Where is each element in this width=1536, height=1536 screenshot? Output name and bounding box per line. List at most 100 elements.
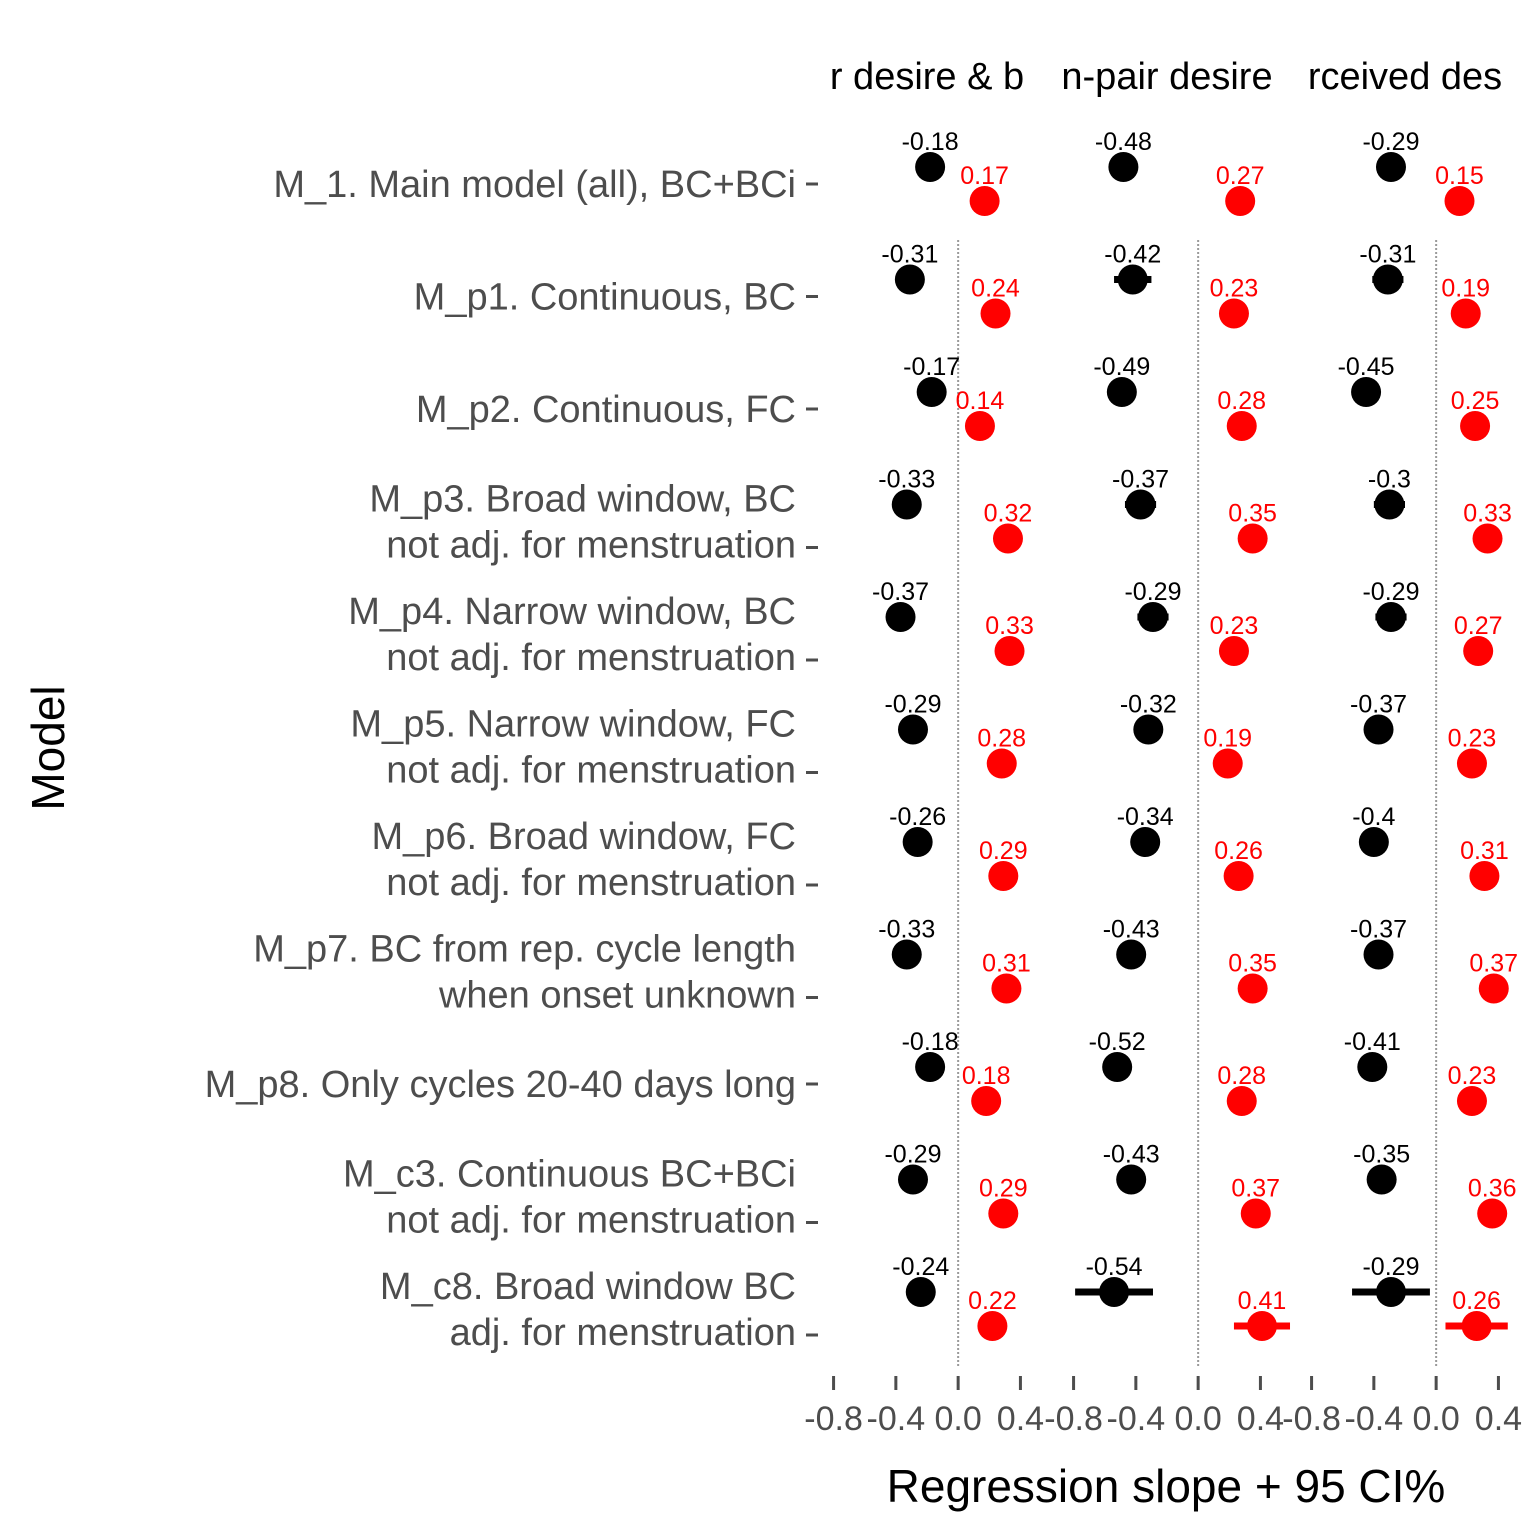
data-point <box>905 1277 936 1307</box>
x-tick-label: 0.0 <box>935 1400 982 1438</box>
data-point <box>1375 602 1406 632</box>
data-point <box>915 1052 946 1082</box>
data-label: -0.42 <box>1104 241 1161 269</box>
data-point <box>1223 861 1254 891</box>
x-tick-label: 0.0 <box>1413 1400 1460 1438</box>
data-label: -0.52 <box>1089 1028 1146 1056</box>
data-point <box>1375 1277 1406 1307</box>
data-label: -0.33 <box>878 916 935 944</box>
model-label: M_p4. Narrow window, BC <box>348 591 796 633</box>
data-point <box>1463 636 1494 666</box>
data-label: 0.33 <box>985 612 1034 640</box>
panel-title-3: rceived des <box>1308 56 1502 98</box>
data-point <box>1358 827 1389 857</box>
data-label: -0.43 <box>1103 1141 1160 1169</box>
data-label: 0.27 <box>1454 612 1503 640</box>
data-point <box>1240 1198 1271 1229</box>
data-point <box>969 186 1000 216</box>
data-point <box>1444 186 1475 216</box>
data-point <box>1375 152 1406 182</box>
data-label: -0.3 <box>1368 466 1411 494</box>
data-label: 0.14 <box>956 387 1005 415</box>
data-point <box>1477 1198 1508 1229</box>
panel-3: -0.29 -0.31 -0.45 -0.3 -0.29 -0.37 -0.4 -0.37 -0… <box>1338 128 1518 1366</box>
data-point <box>1102 1052 1133 1082</box>
data-label: 0.23 <box>1210 612 1259 640</box>
data-point <box>1357 1052 1388 1082</box>
model-label: adj. for menstruation <box>450 1312 796 1354</box>
x-tick-label: -0.4 <box>1107 1400 1166 1438</box>
data-point <box>894 264 925 295</box>
data-point <box>1226 411 1257 441</box>
data-label: 0.17 <box>960 162 1009 190</box>
data-point <box>988 861 1019 891</box>
data-label: 0.15 <box>1435 162 1484 190</box>
x-tick-label: -0.8 <box>1044 1400 1103 1438</box>
data-label: -0.31 <box>881 241 938 269</box>
data-label: -0.33 <box>878 466 935 494</box>
data-point <box>1130 827 1161 857</box>
data-point <box>1460 411 1491 441</box>
data-point <box>1116 1164 1147 1195</box>
data-point <box>891 939 922 970</box>
data-point <box>992 523 1023 554</box>
data-point <box>991 973 1022 1004</box>
data-label: -0.35 <box>1353 1141 1410 1169</box>
data-point <box>1225 186 1256 216</box>
data-label: -0.37 <box>872 578 929 606</box>
model-labels: M_1. Main model (all), BC+BCi M_p1. Conti… <box>205 164 818 1354</box>
data-label: 0.37 <box>1469 950 1518 978</box>
x-axis: -0.8 -0.4 0.0 0.4 -0.8 -0.4 0.0 0.4-0.8 -0.4 0.0 0… <box>804 1376 1522 1438</box>
data-point <box>1237 523 1268 554</box>
x-tick-label: -0.4 <box>1345 1400 1404 1438</box>
data-label: -0.26 <box>889 803 946 831</box>
data-point <box>986 748 1017 779</box>
data-point <box>980 298 1011 329</box>
data-label: -0.37 <box>1112 466 1169 494</box>
data-point <box>915 152 946 182</box>
data-point <box>1212 748 1243 779</box>
data-label: -0.31 <box>1359 241 1416 269</box>
data-label: 0.26 <box>1452 1287 1501 1315</box>
data-label: -0.29 <box>1362 1253 1419 1281</box>
data-point <box>1363 939 1394 970</box>
data-label: 0.26 <box>1214 837 1263 865</box>
data-point <box>1125 489 1156 520</box>
data-label: 0.29 <box>979 1175 1028 1203</box>
data-label: 0.23 <box>1448 1062 1497 1090</box>
model-label: M_1. Main model (all), BC+BCi <box>273 164 796 206</box>
data-point <box>988 1198 1019 1229</box>
data-point <box>994 636 1025 666</box>
x-tick-label: 0.4 <box>1475 1400 1522 1438</box>
model-label: M_p1. Continuous, BC <box>414 277 796 319</box>
data-point <box>897 714 928 745</box>
data-point <box>1461 1311 1492 1341</box>
data-label: 0.29 <box>979 837 1028 865</box>
data-point <box>1366 1164 1397 1195</box>
data-label: 0.32 <box>984 500 1033 528</box>
data-label: 0.28 <box>977 725 1026 753</box>
model-label: M_p5. Narrow window, FC <box>350 704 796 746</box>
data-label: 0.19 <box>1203 725 1252 753</box>
data-label: -0.43 <box>1103 916 1160 944</box>
data-point <box>1450 298 1481 329</box>
data-label: 0.31 <box>982 950 1031 978</box>
data-point <box>1478 973 1509 1004</box>
data-label: -0.18 <box>902 1028 959 1056</box>
plot-panels: -0.18 -0.31 -0.17 -0.33 -0.37 -0.29 -0.26 -0.33… <box>872 128 1518 1366</box>
data-point <box>897 1164 928 1195</box>
model-label: M_c3. Continuous BC+BCi <box>343 1154 796 1196</box>
data-label: -0.4 <box>1352 803 1395 831</box>
model-label: M_c8. Broad window BC <box>380 1266 796 1308</box>
data-label: -0.48 <box>1095 128 1152 156</box>
data-point <box>1456 1086 1487 1116</box>
data-point <box>1374 489 1405 520</box>
data-label: 0.18 <box>962 1062 1011 1090</box>
data-label: -0.29 <box>1362 578 1419 606</box>
x-tick-label: 0.4 <box>1237 1400 1284 1438</box>
data-label: 0.25 <box>1451 387 1500 415</box>
model-label: M_p2. Continuous, FC <box>416 389 796 431</box>
data-label: 0.35 <box>1228 950 1277 978</box>
data-label: -0.54 <box>1086 1253 1143 1281</box>
data-label: 0.19 <box>1441 275 1490 303</box>
